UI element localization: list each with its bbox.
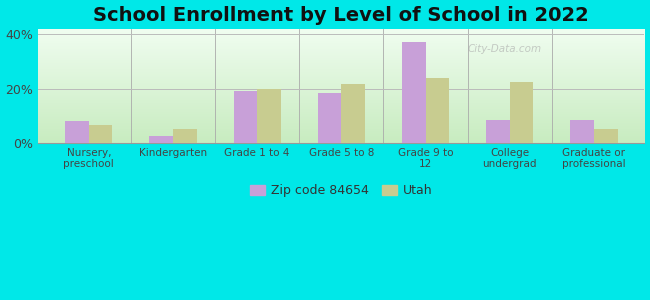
Bar bbox=[257, 88, 281, 143]
Bar bbox=[594, 129, 618, 143]
Bar bbox=[486, 120, 510, 143]
Bar bbox=[89, 125, 112, 143]
Bar bbox=[318, 93, 341, 143]
Bar bbox=[65, 121, 89, 143]
Bar bbox=[233, 91, 257, 143]
Text: City-Data.com: City-Data.com bbox=[468, 44, 542, 54]
Bar bbox=[341, 84, 365, 143]
Bar bbox=[510, 82, 533, 143]
Bar bbox=[150, 136, 173, 143]
Bar bbox=[570, 120, 594, 143]
Legend: Zip code 84654, Utah: Zip code 84654, Utah bbox=[245, 179, 437, 203]
Bar bbox=[426, 78, 449, 143]
Title: School Enrollment by Level of School in 2022: School Enrollment by Level of School in … bbox=[94, 6, 590, 25]
Bar bbox=[173, 129, 196, 143]
Bar bbox=[402, 42, 426, 143]
